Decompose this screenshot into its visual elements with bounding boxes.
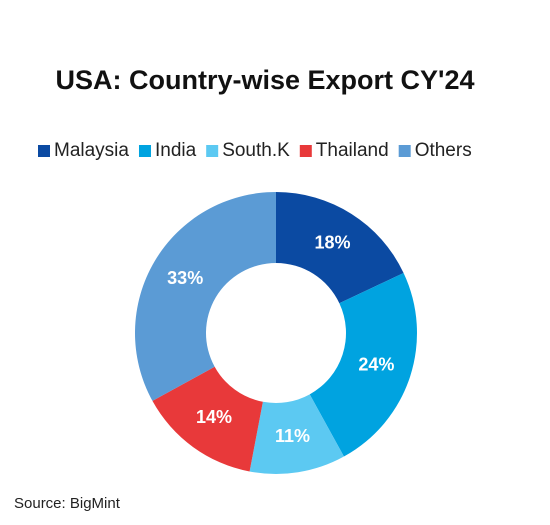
legend-swatch (299, 145, 312, 157)
value-label: 33% (167, 268, 203, 288)
legend-text: South.K (222, 140, 290, 161)
legend-text: Others (415, 140, 472, 161)
donut-segment (134, 192, 276, 401)
donut-segment (276, 192, 404, 304)
donut-segment (152, 366, 263, 472)
legend-swatch (138, 145, 151, 157)
value-label: 14% (196, 407, 232, 427)
legend-text: India (155, 140, 197, 161)
donut-segment (309, 272, 418, 457)
value-label: 18% (315, 233, 351, 253)
legend-text: Malaysia (54, 140, 129, 161)
legend-text: Thailand (316, 140, 389, 161)
legend-swatch (206, 145, 219, 157)
value-label: 11% (275, 426, 310, 446)
source: Source: BigMint (14, 495, 121, 512)
legend-swatch (398, 145, 411, 157)
legend-swatch (38, 145, 50, 157)
donut-segment (249, 394, 344, 474)
value-label: 24% (358, 354, 394, 374)
chart-title: USA: Country-wise Export CY'24 (56, 65, 475, 95)
